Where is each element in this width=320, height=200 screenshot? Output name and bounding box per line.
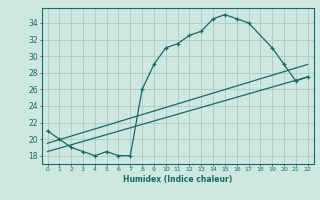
X-axis label: Humidex (Indice chaleur): Humidex (Indice chaleur) [123, 175, 232, 184]
